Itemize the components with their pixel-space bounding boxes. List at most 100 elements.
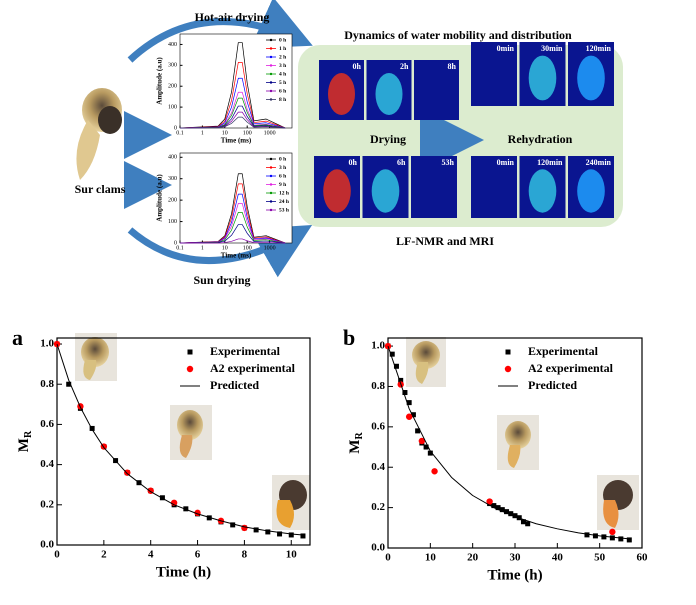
legend-label: Experimental bbox=[210, 344, 281, 358]
legend-label: 3 h bbox=[279, 165, 286, 171]
point bbox=[418, 437, 426, 445]
legend-marker bbox=[504, 365, 512, 373]
plot-frame bbox=[179, 33, 293, 129]
y-axis-label-subscript: R bbox=[354, 432, 365, 440]
point bbox=[512, 513, 518, 519]
legend-marker bbox=[269, 191, 273, 195]
x-tick-label: 10 bbox=[425, 552, 437, 564]
y-tick-label: 0.2 bbox=[40, 498, 54, 510]
point bbox=[584, 532, 590, 538]
y-tick-label: 0.0 bbox=[371, 542, 385, 554]
legend-label: Predicted bbox=[528, 378, 577, 392]
point bbox=[486, 498, 493, 505]
legend-label: 4 h bbox=[279, 71, 286, 77]
point bbox=[265, 529, 271, 535]
legend-marker bbox=[269, 55, 273, 59]
y-axis-label: Amplitude (a.u) bbox=[156, 57, 164, 105]
y-tick-label: 0.6 bbox=[371, 420, 385, 432]
mri-time-label: 30min bbox=[541, 44, 563, 53]
line bbox=[179, 42, 286, 129]
line bbox=[179, 183, 286, 244]
legend-label: 0 h bbox=[279, 156, 286, 162]
legend-label: 53 h bbox=[279, 207, 289, 213]
point bbox=[431, 468, 438, 475]
point bbox=[393, 363, 399, 369]
y-tick-label: 0.6 bbox=[40, 418, 54, 430]
legend-label: 12 h bbox=[279, 190, 289, 196]
x-tick-label: 40 bbox=[552, 552, 564, 564]
x-tick-label: 20 bbox=[467, 552, 479, 564]
y-tick-label: 0.2 bbox=[371, 501, 385, 513]
x-tick-label: 1000 bbox=[264, 245, 276, 251]
y-tick-label: 0 bbox=[174, 240, 177, 246]
point bbox=[504, 509, 510, 515]
legend-label: A2 experimental bbox=[528, 361, 614, 375]
line bbox=[179, 62, 286, 129]
plot-frame bbox=[56, 337, 311, 546]
x-tick-label: 10 bbox=[222, 130, 228, 136]
x-tick-label: 1 bbox=[201, 245, 204, 251]
y-axis-label: MR bbox=[347, 432, 365, 454]
mri-signal bbox=[528, 55, 557, 101]
y-axis-label: MR bbox=[16, 430, 34, 452]
point bbox=[66, 381, 72, 387]
legend-marker bbox=[187, 349, 193, 355]
y-axis-label-main: M bbox=[16, 438, 32, 452]
y-tick-label: 300 bbox=[168, 63, 177, 69]
mri-time-label: 2h bbox=[400, 62, 409, 71]
legend-label: 24 h bbox=[279, 199, 289, 205]
legend-label: Experimental bbox=[528, 344, 599, 358]
point bbox=[241, 524, 248, 532]
legend-marker bbox=[269, 81, 273, 84]
plot-background bbox=[180, 34, 292, 128]
point bbox=[410, 412, 416, 418]
point bbox=[398, 377, 404, 383]
legend-marker bbox=[269, 174, 273, 178]
point bbox=[525, 521, 531, 527]
point bbox=[406, 400, 412, 406]
legend-label: 9 h bbox=[279, 182, 286, 188]
mri-time-label: 240min bbox=[586, 158, 612, 167]
legend-marker bbox=[269, 208, 273, 212]
x-tick-label: 60 bbox=[637, 552, 649, 564]
y-tick-label: 200 bbox=[168, 84, 177, 90]
rehydration-label: Rehydration bbox=[508, 132, 573, 146]
y-tick-label: 400 bbox=[168, 42, 177, 48]
line bbox=[179, 224, 286, 244]
x-tick-label: 0 bbox=[54, 549, 60, 561]
y-tick-label: 0.4 bbox=[371, 461, 385, 473]
panel-label: b bbox=[343, 325, 355, 350]
x-tick-label: 2 bbox=[101, 549, 107, 561]
legend-label: 6 h bbox=[279, 173, 286, 179]
legend-marker bbox=[505, 349, 511, 355]
mri-signal bbox=[577, 55, 605, 101]
drying-label: Drying bbox=[370, 132, 406, 146]
panel-label: a bbox=[12, 325, 23, 350]
legend-marker bbox=[269, 183, 273, 186]
legend-label: A2 experimental bbox=[210, 361, 296, 375]
y-axis-label-subscript: R bbox=[23, 430, 34, 438]
method-label: LF-NMR and MRI bbox=[396, 234, 494, 248]
x-tick-label: 100 bbox=[243, 130, 252, 136]
legend-label: 2 h bbox=[279, 54, 286, 60]
legend-marker bbox=[269, 157, 273, 161]
y-tick-label: 100 bbox=[168, 104, 177, 110]
legend-marker bbox=[269, 47, 273, 50]
arrow bbox=[127, 224, 313, 278]
mri-signal bbox=[528, 169, 557, 213]
x-tick-label: 8 bbox=[242, 549, 248, 561]
x-axis-label: Time (ms) bbox=[221, 137, 252, 145]
legend-marker bbox=[269, 98, 273, 101]
line bbox=[179, 193, 286, 244]
line bbox=[179, 212, 286, 244]
mri-time-label: 53h bbox=[442, 158, 455, 167]
point bbox=[609, 528, 616, 536]
mri-time-label: 6h bbox=[397, 158, 406, 167]
mri-signal bbox=[328, 73, 355, 115]
line bbox=[180, 238, 286, 244]
mri-signal bbox=[371, 169, 400, 213]
clam-photo bbox=[75, 333, 639, 530]
x-tick-label: 10 bbox=[222, 245, 228, 251]
